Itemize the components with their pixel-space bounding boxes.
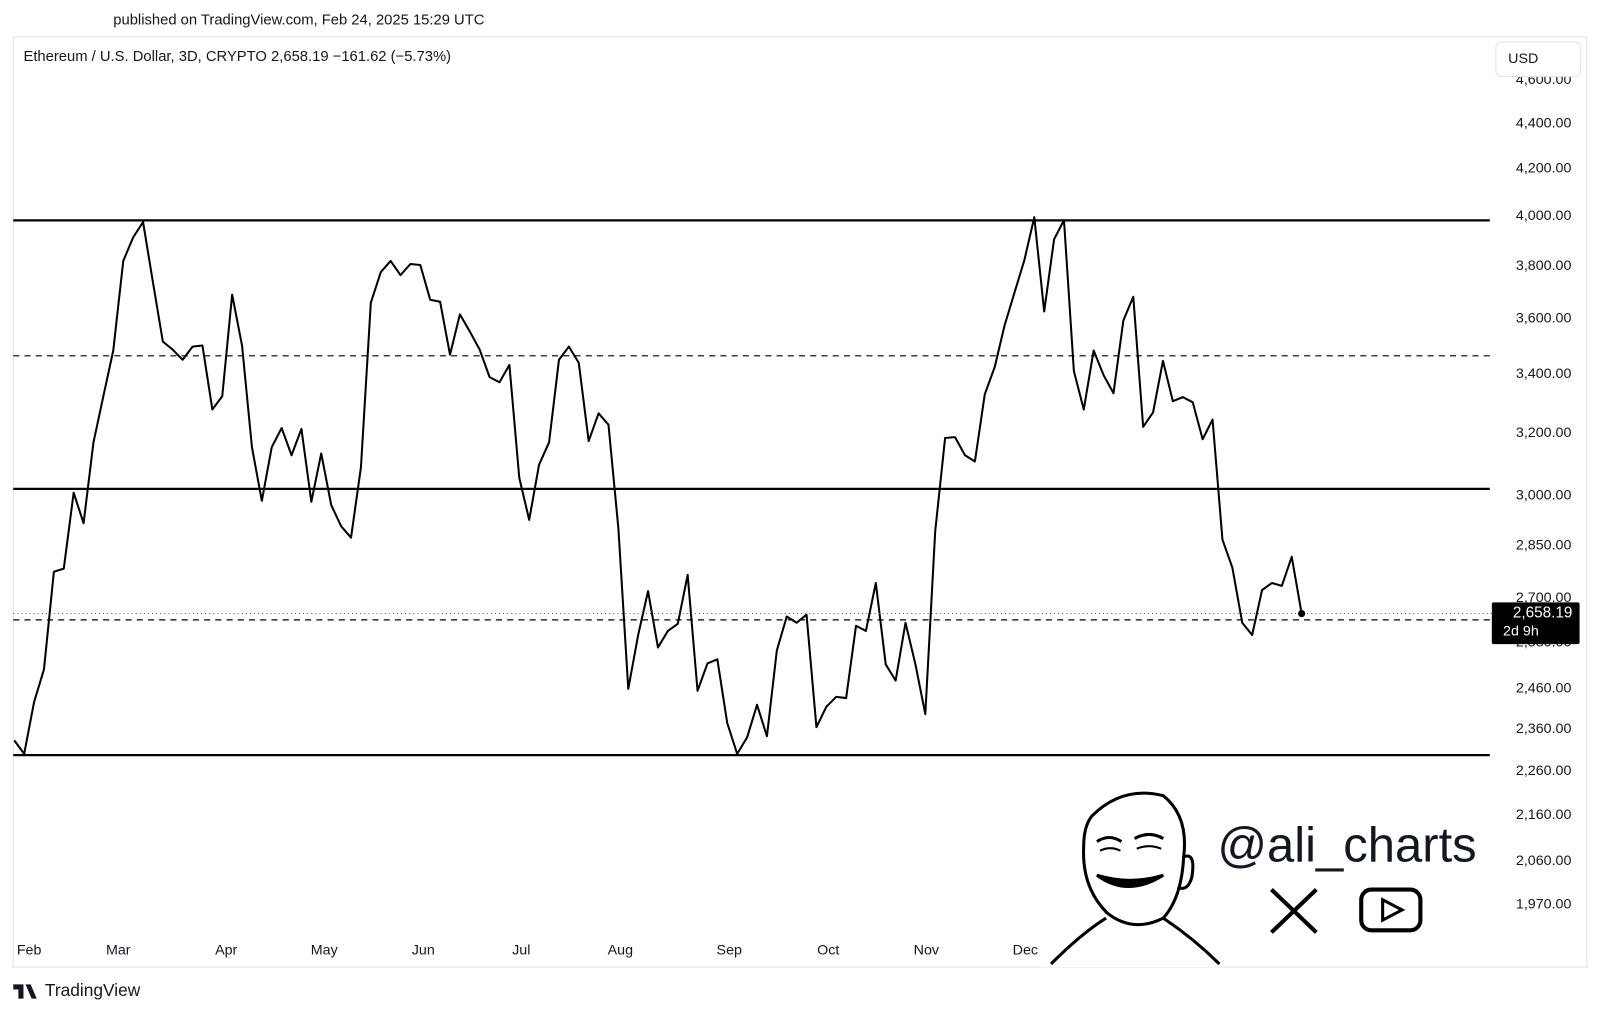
- y-tick-label: 4,400.00: [1516, 115, 1572, 131]
- plot-area: 4,600.004,400.004,200.004,000.003,800.00…: [13, 72, 1571, 958]
- y-tick-label: 2,360.00: [1516, 721, 1572, 737]
- x-tick-label: Mar: [106, 943, 131, 959]
- y-tick-label: 2,700.00: [1516, 590, 1572, 606]
- y-tick-label: 3,600.00: [1516, 310, 1572, 326]
- avatar: [1040, 785, 1225, 968]
- last-price-dot: [1298, 609, 1306, 618]
- brand-name: TradingView: [45, 980, 141, 1000]
- y-tick-label: 3,400.00: [1516, 366, 1572, 382]
- y-tick-label: 2,160.00: [1516, 807, 1572, 823]
- x-tick-label: Nov: [914, 943, 940, 959]
- y-tick-label: 2,850.00: [1516, 538, 1572, 554]
- price-tag: [1491, 602, 1580, 645]
- x-tick-label: Feb: [17, 943, 42, 959]
- youtube-icon: [1359, 887, 1423, 933]
- y-tick-label: 3,200.00: [1516, 425, 1572, 441]
- price-tag-countdown: 2d 9h: [1503, 624, 1539, 640]
- x-tick-label: Jun: [412, 943, 435, 959]
- y-tick-label: 3,000.00: [1516, 488, 1572, 504]
- x-tick-label: Sep: [717, 943, 742, 959]
- y-tick-label: 2,460.00: [1516, 681, 1572, 697]
- x-tick-label: Dec: [1013, 943, 1038, 959]
- y-tick-label: 3,800.00: [1516, 258, 1572, 274]
- x-tick-label: Oct: [817, 943, 839, 959]
- price-line: [13, 216, 1303, 755]
- y-tick-label: 1,970.00: [1516, 897, 1572, 913]
- x-icon: [1270, 888, 1318, 934]
- x-tick-label: Jul: [512, 943, 530, 959]
- price-tag-value: 2,658.19: [1513, 605, 1573, 622]
- x-tick-label: Apr: [215, 943, 237, 959]
- y-tick-label: 4,000.00: [1516, 208, 1572, 224]
- y-tick-label: 2,060.00: [1516, 853, 1572, 869]
- y-tick-label: 4,200.00: [1516, 161, 1572, 177]
- watermark-handle: @ali_charts: [1217, 819, 1476, 873]
- currency-button[interactable]: [1495, 41, 1582, 78]
- symbol-header: Ethereum / U.S. Dollar, 3D, CRYPTO 2,658…: [23, 49, 451, 65]
- brand-logo: [13, 984, 37, 999]
- y-tick-label: 2,260.00: [1516, 763, 1572, 779]
- x-tick-label: May: [311, 943, 339, 959]
- x-tick-label: Aug: [608, 943, 633, 959]
- chart-frame: [12, 36, 1588, 968]
- currency-label[interactable]: USD: [1508, 51, 1538, 67]
- published-note: published on TradingView.com, Feb 24, 20…: [113, 12, 485, 28]
